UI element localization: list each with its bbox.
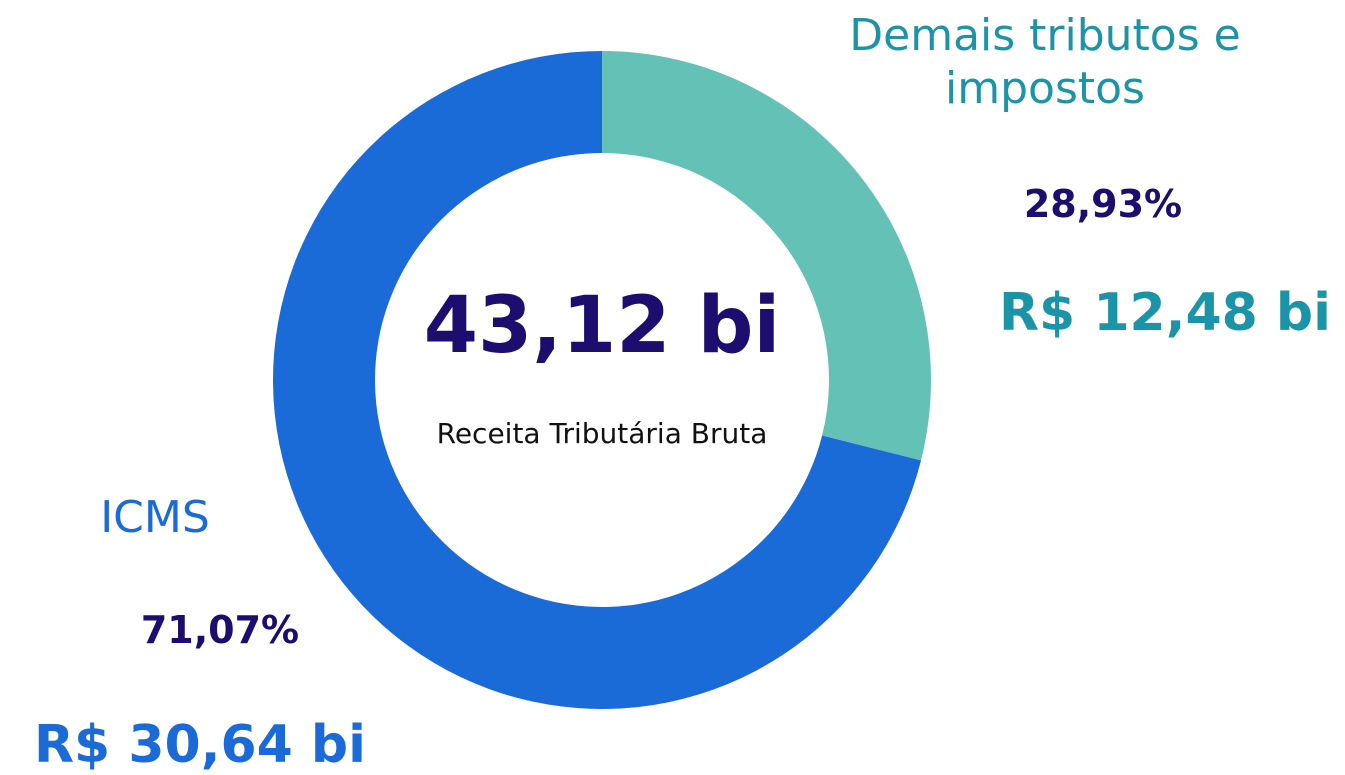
amount-label: R$ 30,64 bi [34, 715, 366, 775]
category-label: ICMS [100, 492, 210, 543]
percent-label: 71,07% [140, 608, 300, 652]
donut-slice [272, 51, 922, 709]
amount-label: R$ 12,48 bi [999, 283, 1331, 343]
center-title: 43,12 bi [423, 281, 781, 371]
category-label: Demais tributos e impostos [849, 10, 1241, 114]
percent-label: 28,93% [1023, 182, 1183, 226]
donut-slice [602, 51, 931, 461]
center-subtitle: Receita Tributária Bruta [436, 417, 768, 450]
